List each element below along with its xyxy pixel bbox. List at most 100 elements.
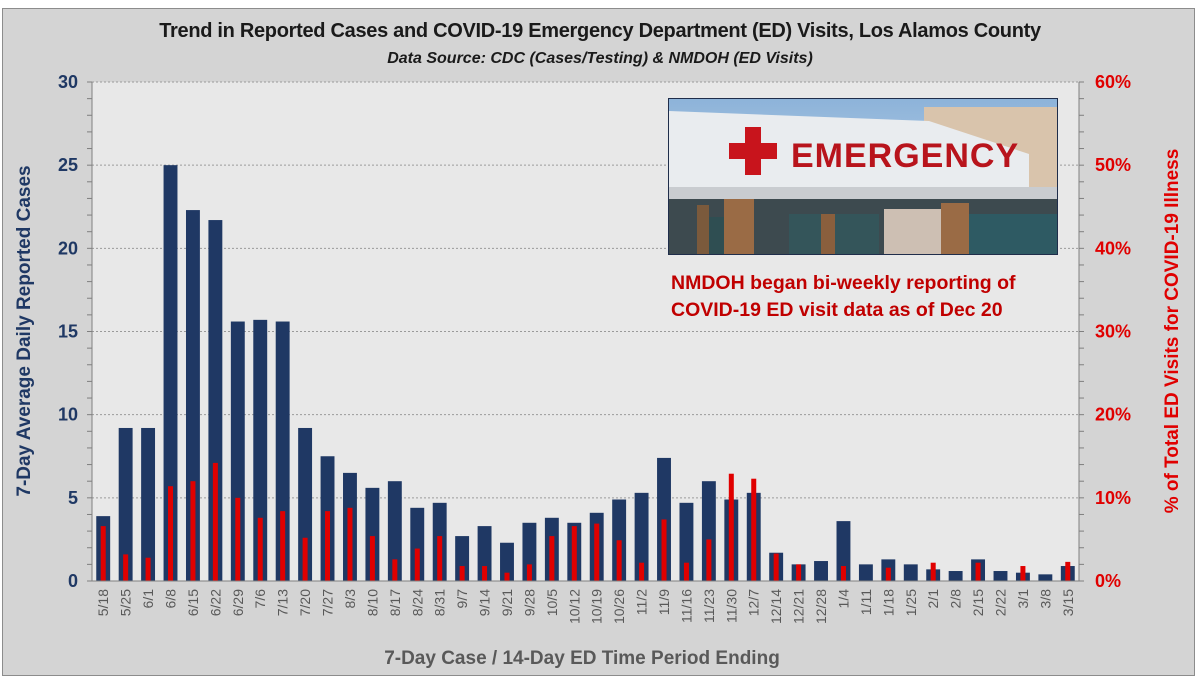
cases-bar: [185, 210, 200, 581]
x-tick-label: 8/17: [387, 589, 403, 616]
cases-bar: [993, 571, 1008, 581]
x-tick-label: 1/11: [858, 589, 874, 615]
ed-visit-bar: [482, 566, 488, 581]
annotation-note: NMDOH began bi-weekly reporting of COVID…: [671, 272, 1016, 321]
ed-visit-bar: [616, 540, 622, 581]
chart-title: Trend in Reported Cases and COVID-19 Eme…: [159, 20, 1041, 42]
cases-bar: [365, 487, 380, 581]
ed-visit-bar: [728, 473, 734, 581]
x-tick-label: 9/21: [499, 589, 515, 616]
x-tick-label: 10/5: [544, 589, 560, 616]
ed-visit-bar: [571, 526, 577, 581]
x-tick-label: 6/29: [230, 589, 246, 616]
ed-visit-bar: [257, 517, 263, 581]
ed-visit-bar: [661, 519, 667, 581]
ed-visit-bar: [504, 572, 510, 581]
y-tick-label-right: 10%: [1095, 488, 1131, 508]
y-tick-label-left: 20: [58, 238, 78, 258]
ed-visit-bar: [302, 537, 308, 581]
y-tick-label-right: 30%: [1095, 322, 1131, 342]
cases-bar: [836, 521, 851, 581]
x-tick-label: 11/9: [656, 589, 672, 615]
right-axis: 0% 10% 20% 30% 40% 50% 60%: [1078, 72, 1131, 591]
x-tick-label: 2/8: [948, 589, 964, 609]
ed-visit-bar: [168, 486, 174, 581]
x-tick-label: 1/25: [903, 589, 919, 616]
y-tick-label-right: 20%: [1095, 405, 1131, 425]
cases-bar: [298, 427, 313, 581]
x-tick-label: 2/1: [925, 589, 941, 609]
x-tick-label: 11/30: [723, 589, 739, 623]
ed-visit-bar: [594, 523, 600, 581]
emergency-sign: EMERGENCY: [791, 137, 1019, 175]
ed-visit-bar: [751, 478, 757, 581]
x-tick-label: 2/15: [970, 589, 986, 616]
x-tick-label: 6/15: [185, 589, 201, 616]
cases-bar: [634, 492, 649, 581]
ed-visit-bar: [1020, 566, 1026, 581]
x-tick-label: 3/15: [1060, 589, 1076, 616]
cases-bar: [387, 481, 402, 581]
ed-visit-bar: [706, 539, 712, 581]
ed-visit-bar: [1065, 561, 1071, 581]
x-tick-label: 8/24: [409, 589, 425, 616]
ed-visit-bar: [549, 536, 555, 581]
cases-bar: [230, 321, 245, 581]
cases-bar: [141, 427, 156, 581]
x-tick-label: 8/10: [364, 589, 380, 616]
ed-visit-bar: [437, 536, 443, 581]
cases-bar: [163, 165, 178, 581]
x-tick-label: 10/19: [589, 589, 605, 624]
pillar: [941, 203, 969, 254]
ed-visit-bar: [347, 507, 353, 581]
x-tick-label: 9/14: [477, 589, 493, 616]
ed-visit-bar: [639, 562, 645, 581]
pillar: [724, 199, 754, 254]
ed-visit-bar: [683, 562, 689, 581]
x-tick-label: 5/25: [118, 589, 134, 616]
ed-visit-bar: [930, 562, 936, 581]
cases-bar: [208, 220, 223, 581]
ed-visit-bars: [100, 462, 1071, 581]
ed-visit-bar: [123, 554, 129, 581]
x-tick-label: 1/4: [835, 589, 851, 609]
y-tick-label-left: 25: [58, 155, 78, 175]
chart-subtitle: Data Source: CDC (Cases/Testing) & NMDOH…: [387, 50, 813, 67]
x-tick-label: 1/18: [880, 589, 896, 616]
y-tick-label-right: 50%: [1095, 155, 1131, 175]
x-tick-label: 7/13: [275, 589, 291, 616]
x-tick-label: 10/12: [566, 589, 582, 624]
x-tick-label: 7/27: [320, 589, 336, 616]
cases-bar: [477, 526, 492, 581]
x-tick-label: 12/7: [746, 589, 762, 616]
emergency-building-image: EMERGENCY: [669, 99, 1057, 254]
ed-visit-bar: [459, 566, 465, 581]
cases-bar: [679, 502, 694, 581]
x-tick-label: 6/8: [163, 589, 179, 609]
cases-bar: [118, 427, 133, 581]
ed-visit-bar: [235, 497, 241, 581]
y-tick-label-right: 60%: [1095, 72, 1131, 92]
x-tick-label: 11/2: [634, 589, 650, 615]
y-axis-title-right: % of Total ED Visits for COVID-19 Illnes…: [1162, 149, 1183, 514]
ed-visit-bar: [526, 564, 532, 581]
x-tick-label: 11/23: [701, 589, 717, 623]
y-tick-label-left: 30: [58, 72, 78, 92]
cases-bar: [253, 319, 268, 581]
cases-bar: [1038, 574, 1053, 581]
ed-visit-bar: [280, 511, 286, 581]
ed-visit-bar: [975, 562, 981, 581]
ed-visit-bar: [796, 564, 802, 581]
ed-visit-bar: [145, 557, 151, 581]
y-tick-label-left: 10: [58, 405, 78, 425]
x-tick-label: 12/21: [791, 589, 807, 624]
x-tick-label: 3/8: [1037, 589, 1053, 609]
ed-visit-bar: [885, 567, 891, 581]
cases-bar: [410, 507, 425, 581]
x-tick-label: 12/28: [813, 589, 829, 624]
ed-visit-bar: [190, 481, 196, 581]
x-tick-label: 5/18: [95, 589, 111, 616]
emergency-photo: EMERGENCY: [668, 98, 1058, 255]
pillar: [821, 214, 835, 254]
ed-visit-bar: [100, 526, 106, 581]
